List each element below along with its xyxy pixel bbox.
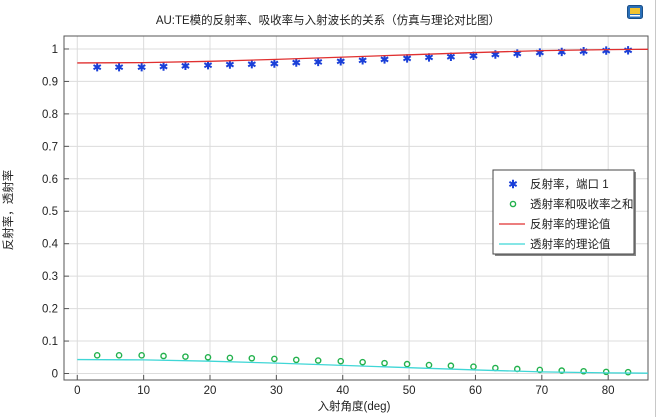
x-tick-label: 0 xyxy=(74,385,80,397)
y-tick-label: 0.3 xyxy=(42,271,58,283)
x-tick-label: 40 xyxy=(336,385,349,397)
y-tick-label: 1 xyxy=(52,44,58,56)
data-point-circle xyxy=(403,360,411,368)
series-line xyxy=(77,48,649,64)
y-tick-label: 0.6 xyxy=(42,174,58,186)
x-tick-label: 60 xyxy=(469,385,482,397)
data-point-star xyxy=(270,59,279,68)
data-point-circle xyxy=(204,353,212,361)
data-point-circle xyxy=(314,357,322,364)
data-point-circle xyxy=(93,352,101,359)
data-point-circle xyxy=(624,368,632,376)
x-tick-label: 80 xyxy=(602,385,615,397)
data-point-star xyxy=(292,58,301,67)
data-point-circle xyxy=(115,352,123,359)
legend-entry-label: 反射率的理论值 xyxy=(530,217,611,231)
data-point-circle xyxy=(381,359,388,367)
data-point-star xyxy=(159,62,168,71)
x-tick-label: 10 xyxy=(137,385,150,397)
data-point-circle xyxy=(558,367,566,374)
y-tick-label: 0 xyxy=(52,369,58,381)
legend-swatch-circle xyxy=(509,200,517,208)
data-point-circle xyxy=(182,353,189,360)
y-tick-label: 0.4 xyxy=(42,239,59,251)
data-point-star xyxy=(225,60,235,69)
data-point-circle xyxy=(138,352,145,359)
legend-entry-label: 透射率和吸收率之和 xyxy=(530,197,634,211)
legend-entry-label: 透射率的理论值 xyxy=(530,237,611,251)
data-point-star xyxy=(203,61,213,70)
data-point-star xyxy=(336,57,345,66)
data-point-circle xyxy=(226,354,234,362)
y-tick-label: 0.1 xyxy=(42,336,58,348)
data-point-star xyxy=(247,60,256,69)
x-tick-label: 50 xyxy=(403,385,416,397)
data-point-circle xyxy=(580,367,587,375)
data-point-circle xyxy=(292,356,300,364)
data-point-circle xyxy=(160,352,167,360)
x-tick-label: 30 xyxy=(270,385,283,397)
data-point-circle xyxy=(248,354,256,362)
data-point-star xyxy=(314,57,323,67)
data-point-star xyxy=(137,62,146,72)
data-point-circle xyxy=(425,361,433,369)
y-tick-label: 0.8 xyxy=(42,109,58,121)
data-point-circle xyxy=(602,368,610,376)
app-logo-icon xyxy=(627,5,643,19)
data-point-circle xyxy=(337,357,345,365)
data-point-star xyxy=(358,56,367,65)
legend-entry-label: 反射率，端口 1 xyxy=(530,177,609,191)
legend-box xyxy=(492,169,635,255)
data-point-star xyxy=(93,62,102,72)
x-tick-label: 70 xyxy=(535,385,548,397)
data-point-circle xyxy=(271,355,278,363)
y-tick-label: 0.9 xyxy=(42,76,58,88)
data-point-circle xyxy=(447,362,455,370)
data-point-circle xyxy=(536,366,544,374)
y-axis-label: 反射率，透射率 xyxy=(3,169,15,251)
y-tick-label: 0.2 xyxy=(42,304,58,316)
x-tick-label: 20 xyxy=(204,385,217,397)
data-point-star xyxy=(402,54,412,63)
x-axis-label: 入射角度(deg) xyxy=(317,401,391,413)
plot-border xyxy=(63,35,649,381)
data-point-star xyxy=(380,55,389,64)
series-line xyxy=(77,358,649,374)
data-point-star xyxy=(114,62,124,72)
data-point-circle xyxy=(359,358,366,366)
chart-title: AU:TE模的反射率、吸收率与入射波长的关系（仿真与理论对比图） xyxy=(155,15,501,27)
y-tick-label: 0.7 xyxy=(42,141,58,153)
legend-swatch-star xyxy=(508,179,518,189)
y-tick-label: 0.5 xyxy=(42,206,58,218)
data-point-star xyxy=(181,61,190,71)
